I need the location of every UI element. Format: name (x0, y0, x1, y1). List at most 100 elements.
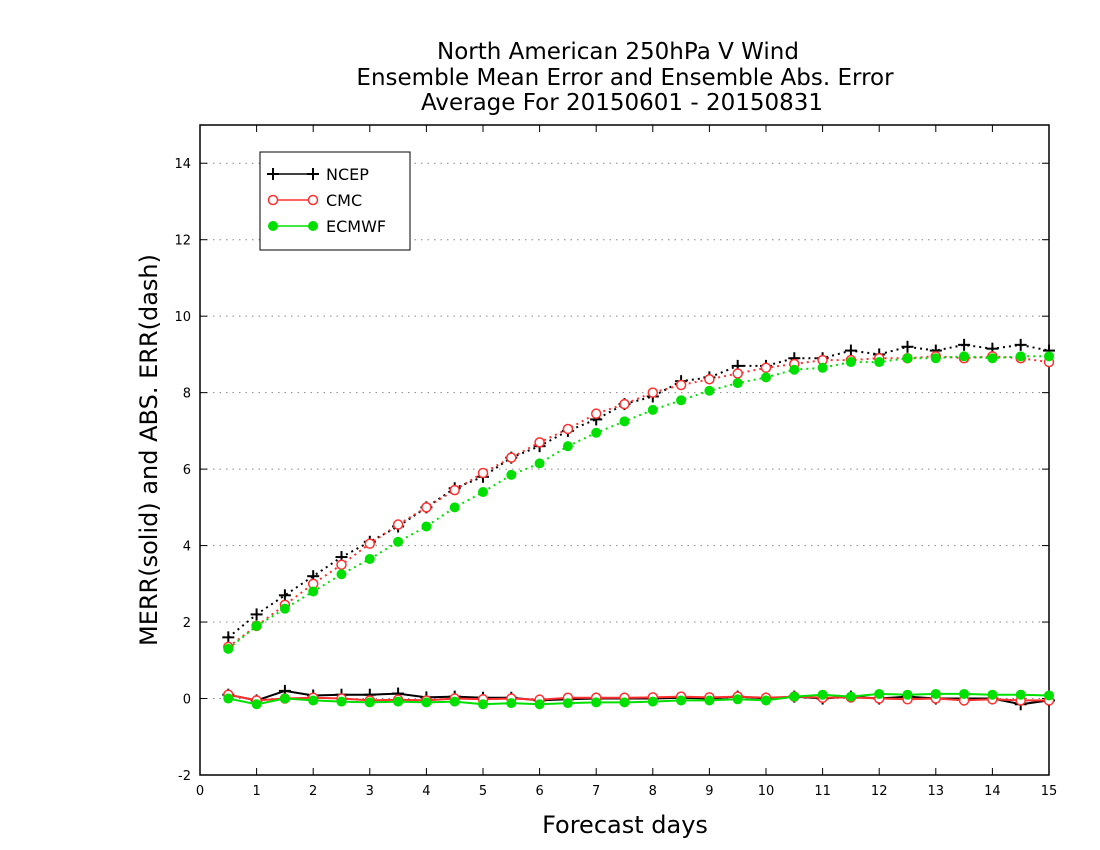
x-axis-label: Forecast days (542, 811, 708, 839)
x-tick-label: 2 (309, 784, 317, 799)
series-ecmwf-abs-error-line (227, 355, 1049, 650)
y-tick-label: 0 (183, 693, 191, 708)
chart-title: North American 250hPa V Wind Ensemble Me… (356, 39, 894, 116)
x-tick-label: 6 (535, 784, 543, 799)
data-point-ecmwf-abs (223, 643, 234, 654)
data-point-cmc-abs (336, 559, 347, 570)
data-point-cmc-abs (392, 519, 404, 530)
y-tick-label: -2 (178, 769, 191, 784)
data-point-ecmwf-mean (676, 695, 687, 706)
series-cmc-abs-error-line (227, 355, 1050, 648)
chart-title-line-2: Ensemble Mean Error and Ensemble Abs. Er… (356, 65, 894, 91)
x-tick-label: 11 (814, 784, 831, 799)
data-point-ecmwf-mean (336, 696, 347, 707)
data-point-ecmwf-abs (1015, 351, 1026, 362)
data-point-ncep-abs (958, 338, 971, 351)
data-point-ecmwf-mean (902, 689, 913, 700)
data-point-ecmwf-mean (591, 697, 602, 708)
data-point-ecmwf-abs (930, 353, 941, 364)
data-point-ecmwf-abs (676, 395, 687, 406)
data-point-ecmwf-mean (619, 697, 630, 708)
data-point-cmc-abs (421, 502, 432, 513)
x-tick-label: 13 (928, 784, 945, 799)
y-tick-label: 10 (174, 310, 191, 325)
legend-marker-right (307, 168, 319, 180)
data-point-ecmwf-mean (845, 691, 856, 702)
legend-item-ecmwf: ECMWF (268, 217, 386, 236)
data-point-cmc-abs (506, 452, 517, 463)
data-point-ecmwf-abs (591, 427, 602, 438)
data-point-ecmwf-abs (959, 351, 970, 362)
data-point-cmc-abs (534, 437, 545, 448)
x-tick-label: 3 (366, 784, 374, 799)
x-tick-label: 8 (649, 784, 657, 799)
data-point-ecmwf-abs (449, 502, 460, 513)
data-point-ecmwf-mean (874, 688, 885, 699)
data-point-ecmwf-mean (704, 695, 715, 706)
y-tick-label: 2 (183, 616, 191, 631)
data-point-ecmwf-abs (534, 458, 545, 469)
data-point-ecmwf-abs (279, 603, 290, 614)
data-point-ecmwf-mean (647, 696, 658, 707)
data-point-ecmwf-abs (874, 357, 885, 368)
data-point-ecmwf-mean (251, 699, 262, 710)
data-point-ecmwf-mean (478, 699, 488, 710)
x-tick-label: 7 (592, 784, 600, 799)
data-point-ecmwf-mean (959, 688, 970, 699)
data-point-cmc-abs (562, 423, 574, 435)
data-point-ecmwf-abs (251, 620, 262, 631)
data-point-ecmwf-abs (421, 521, 432, 532)
data-point-cmc-abs (647, 387, 659, 398)
data-point-ecmwf-abs (732, 378, 743, 389)
data-point-ecmwf-mean (789, 691, 800, 702)
data-point-ecmwf-abs (336, 569, 347, 580)
legend-box (259, 151, 411, 251)
plot-frame (199, 124, 1050, 776)
data-point-ecmwf-abs (845, 357, 856, 368)
data-point-ecmwf-abs (478, 487, 488, 498)
x-tick-label: 15 (1041, 784, 1058, 799)
data-point-cmc-abs (704, 374, 715, 385)
legend-label-cmc: CMC (326, 191, 362, 210)
data-point-ecmwf-mean (761, 695, 771, 706)
data-point-ncep-abs (1014, 338, 1027, 351)
data-point-ncep-abs (250, 608, 263, 621)
x-tick-label: 4 (422, 784, 430, 799)
data-point-ecmwf-abs (562, 441, 573, 452)
data-point-ecmwf-abs (761, 372, 771, 383)
y-tick-label: 4 (183, 540, 191, 555)
series-cmc (223, 351, 1055, 706)
data-point-ecmwf-mean (279, 693, 290, 704)
chart-title-line-3: Average For 20150601 - 20150831 (421, 90, 823, 116)
y-tick-label: 8 (183, 387, 191, 402)
data-point-ecmwf-mean (421, 697, 432, 708)
data-point-cmc-abs (675, 379, 687, 391)
data-point-cmc-abs (619, 398, 630, 410)
legend-item-cmc: CMC (267, 191, 362, 210)
data-point-ncep-abs (844, 344, 857, 357)
data-point-ecmwf-mean (562, 698, 573, 709)
data-point-ecmwf-abs (1044, 351, 1054, 362)
y-tick-label: 12 (174, 234, 191, 249)
legend-marker-left (267, 194, 279, 206)
data-point-ecmwf-mean (308, 695, 319, 706)
data-point-ncep-abs (278, 589, 291, 602)
x-tick-label: 5 (479, 784, 487, 799)
series-layer (222, 338, 1055, 711)
data-point-cmc-abs (590, 408, 602, 419)
data-point-cmc-abs (364, 538, 376, 549)
data-point-ecmwf-mean (987, 689, 998, 700)
data-point-ecmwf-abs (647, 404, 658, 415)
data-point-ecmwf-mean (223, 693, 234, 704)
data-point-cmc-abs (732, 368, 743, 379)
data-point-ecmwf-abs (789, 364, 800, 375)
data-point-ecmwf-mean (1015, 689, 1026, 700)
data-point-ecmwf-mean (817, 689, 828, 700)
data-point-ecmwf-mean (393, 696, 404, 707)
data-point-ecmwf-mean (449, 696, 460, 707)
data-point-ecmwf-abs (364, 553, 375, 564)
legend-marker-right (308, 221, 318, 231)
data-point-cmc-abs (760, 362, 772, 374)
